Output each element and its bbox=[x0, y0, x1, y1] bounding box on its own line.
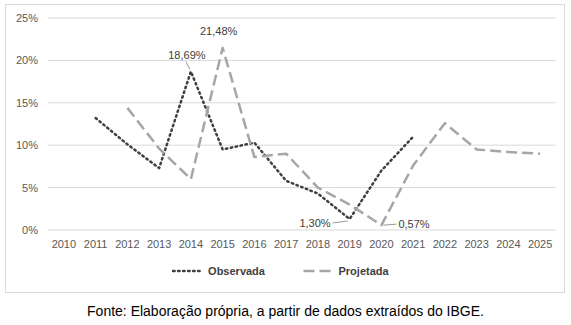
series-line bbox=[127, 48, 540, 225]
legend-label: Projetada bbox=[339, 265, 390, 277]
x-tick-label: 2015 bbox=[210, 238, 234, 250]
y-tick-label: 15% bbox=[16, 97, 38, 109]
x-tick-label: 2014 bbox=[179, 238, 203, 250]
grid-line bbox=[48, 60, 556, 61]
x-tick-label: 2010 bbox=[52, 238, 76, 250]
x-tick-label: 2021 bbox=[401, 238, 425, 250]
y-tick-label: 20% bbox=[16, 54, 38, 66]
data-label: 0,57% bbox=[398, 218, 429, 230]
x-tick-label: 2012 bbox=[115, 238, 139, 250]
x-tick-label: 2017 bbox=[274, 238, 298, 250]
legend-swatch bbox=[304, 270, 334, 273]
caption: Fonte: Elaboração própria, a partir de d… bbox=[87, 303, 484, 319]
x-tick-label: 2018 bbox=[306, 238, 330, 250]
data-label: 1,30% bbox=[299, 217, 330, 229]
plot-area bbox=[96, 48, 541, 225]
x-tick-label: 2019 bbox=[337, 238, 361, 250]
y-tick-label: 10% bbox=[16, 139, 38, 151]
x-tick-label: 2016 bbox=[242, 238, 266, 250]
legend-swatch bbox=[173, 270, 203, 273]
x-tick-label: 2022 bbox=[433, 238, 457, 250]
grid-line bbox=[48, 18, 556, 19]
data-label: 21,48% bbox=[200, 25, 238, 37]
y-tick-label: 25% bbox=[16, 12, 38, 24]
leader-line bbox=[383, 224, 396, 225]
chart-frame bbox=[6, 5, 565, 293]
y-tick-label: 0% bbox=[22, 224, 38, 236]
series-line bbox=[96, 72, 414, 219]
x-tick-label: 2024 bbox=[496, 238, 520, 250]
chart: 0% 5% 10% 15% 20% 25% 2010 2011 2012 2013 2014 2015… bbox=[0, 0, 571, 325]
x-tick-label: 2011 bbox=[84, 238, 108, 250]
grid-line bbox=[48, 230, 556, 231]
leader-line bbox=[333, 221, 348, 223]
data-label: 18,69% bbox=[168, 49, 206, 61]
x-tick-label: 2013 bbox=[147, 238, 171, 250]
y-tick-label: 5% bbox=[22, 182, 38, 194]
x-tick-label: 2023 bbox=[464, 238, 488, 250]
leader-line bbox=[186, 62, 190, 70]
legend-label: Observada bbox=[208, 265, 266, 277]
grid-line bbox=[48, 145, 556, 146]
x-tick-label: 2025 bbox=[528, 238, 552, 250]
x-tick-label: 2020 bbox=[369, 238, 393, 250]
grid-line bbox=[48, 102, 556, 103]
